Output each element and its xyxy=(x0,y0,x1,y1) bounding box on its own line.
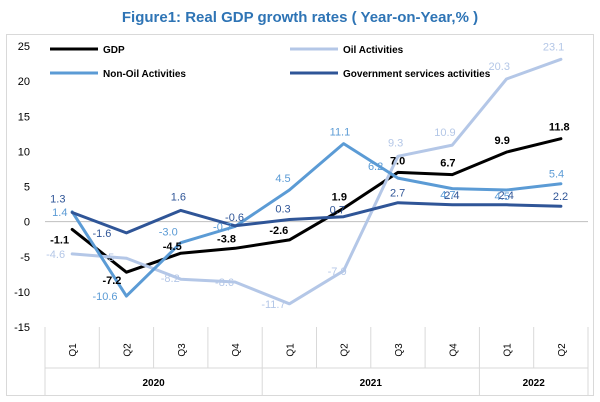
data-label: -3.0 xyxy=(159,227,178,239)
data-label: -8.2 xyxy=(161,273,180,285)
data-label: -7.0 xyxy=(328,266,347,278)
data-label: -7.2 xyxy=(102,275,121,287)
data-label: 2.7 xyxy=(390,188,405,200)
data-label: 9.3 xyxy=(388,137,403,149)
data-label: 10.9 xyxy=(434,127,455,139)
y-tick-label: 5 xyxy=(24,182,30,194)
y-tick-label: -15 xyxy=(14,322,30,334)
data-label: 1.6 xyxy=(171,191,186,203)
y-tick-label: 20 xyxy=(18,76,30,88)
data-label: 5.4 xyxy=(549,169,564,181)
data-label: -2.6 xyxy=(269,225,288,237)
year-label: 2021 xyxy=(360,378,383,389)
data-label: 1.9 xyxy=(332,191,347,203)
y-tick-label: 25 xyxy=(18,41,30,53)
legend-label: GDP xyxy=(103,45,125,56)
x-tick-label: Q4 xyxy=(231,343,242,357)
y-tick-label: -5 xyxy=(20,252,30,264)
data-label: -0.6 xyxy=(225,212,244,224)
data-label: -5 xyxy=(104,252,114,264)
data-label: 7.0 xyxy=(390,155,405,167)
x-tick-label: Q2 xyxy=(340,343,351,357)
data-label: 1.3 xyxy=(50,193,65,205)
year-label: 2022 xyxy=(523,378,546,389)
data-label: 4.7 xyxy=(440,190,455,202)
data-label: 4.5 xyxy=(275,173,290,185)
x-tick-label: Q1 xyxy=(285,343,296,357)
x-tick-label: Q2 xyxy=(557,343,568,357)
chart-title: Figure1: Real GDP growth rates ( Year-on… xyxy=(121,9,479,26)
x-tick-label: Q1 xyxy=(503,343,514,357)
y-tick-label: 15 xyxy=(18,111,30,123)
data-label: 0.3 xyxy=(275,204,290,216)
data-label: 11.1 xyxy=(330,127,351,139)
x-tick-label: Q3 xyxy=(177,343,188,357)
chart-frame xyxy=(6,34,594,396)
data-label: -11.7 xyxy=(261,299,285,311)
data-label: 6.7 xyxy=(440,158,455,170)
data-label: 6.2 xyxy=(368,161,383,173)
series-line xyxy=(70,142,563,298)
data-label: -1.1 xyxy=(50,234,69,246)
data-label: 0.7 xyxy=(330,205,345,217)
x-tick-label: Q3 xyxy=(394,343,405,357)
data-label: -10.6 xyxy=(92,291,117,303)
legend-label: Oil Activities xyxy=(343,45,404,56)
data-label: -4.6 xyxy=(46,249,65,261)
data-label: -8.6 xyxy=(215,277,234,289)
data-label: -3.8 xyxy=(217,233,236,245)
x-tick-label: Q2 xyxy=(122,343,133,357)
data-label: -0.7 xyxy=(213,222,232,234)
data-label: 2.2 xyxy=(553,191,568,203)
legend-label: Non-Oil Activities xyxy=(103,69,186,80)
data-label: -1.6 xyxy=(92,228,111,240)
data-label: 2.4 xyxy=(499,190,514,202)
y-tick-label: 0 xyxy=(24,217,30,229)
y-tick-label: 10 xyxy=(18,146,30,158)
series-line xyxy=(70,201,563,235)
data-label: -4.5 xyxy=(163,241,182,253)
series-line xyxy=(70,137,563,274)
data-label: 20.3 xyxy=(489,61,510,73)
series-line xyxy=(70,57,563,306)
year-label: 2020 xyxy=(142,378,165,389)
x-tick-label: Q1 xyxy=(68,343,79,357)
legend-label: Government services activities xyxy=(343,69,491,80)
data-label: 2.4 xyxy=(444,190,459,202)
x-tick-label: Q4 xyxy=(448,343,459,357)
y-tick-label: -10 xyxy=(14,287,30,299)
data-label: 23.1 xyxy=(543,41,564,53)
data-label: 1.4 xyxy=(52,207,67,219)
data-label: 11.8 xyxy=(549,122,570,134)
data-label: 9.9 xyxy=(495,135,510,147)
data-label: 4.5 xyxy=(495,191,510,203)
